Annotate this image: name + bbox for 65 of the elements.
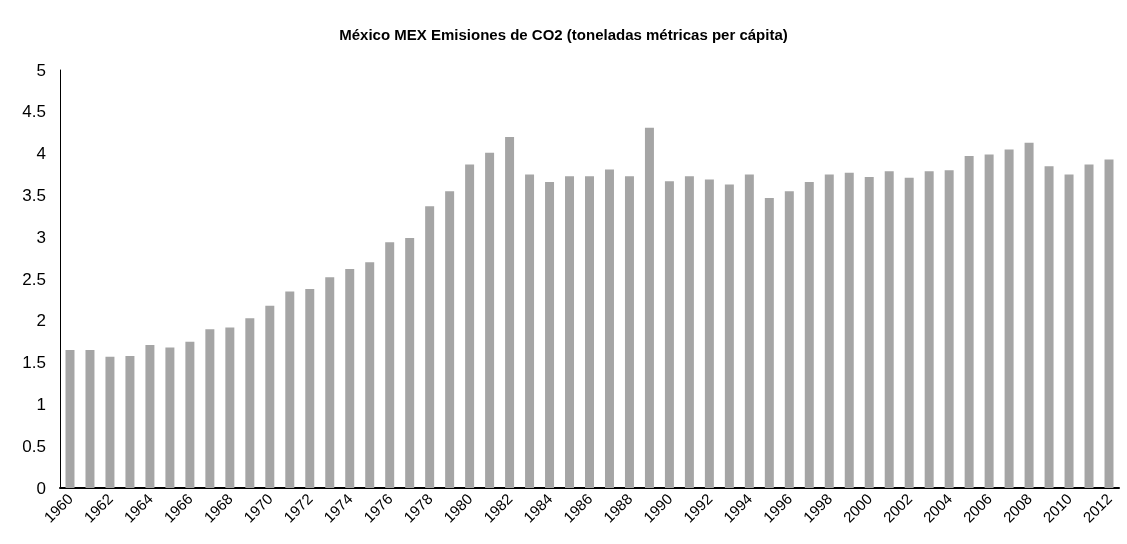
bar bbox=[405, 238, 415, 488]
bar bbox=[1084, 164, 1094, 488]
bar bbox=[465, 164, 475, 488]
bar bbox=[65, 350, 75, 488]
bar bbox=[525, 174, 535, 488]
bar bbox=[924, 171, 934, 488]
bar bbox=[964, 156, 974, 488]
bar bbox=[305, 289, 315, 488]
bar bbox=[984, 154, 994, 488]
bar bbox=[864, 177, 874, 488]
y-tick-label: 0 bbox=[36, 478, 46, 498]
bar bbox=[445, 191, 455, 488]
bar bbox=[944, 170, 954, 488]
bar bbox=[624, 176, 634, 488]
y-tick-label: 5 bbox=[36, 60, 46, 80]
y-tick-label: 4 bbox=[36, 144, 46, 164]
bar bbox=[385, 242, 395, 488]
bar bbox=[425, 206, 435, 488]
bar bbox=[844, 172, 854, 488]
bar bbox=[784, 191, 794, 488]
bar bbox=[684, 176, 694, 488]
bar bbox=[125, 355, 135, 488]
bar bbox=[804, 182, 814, 488]
chart-title: México MEX Emisiones de CO2 (toneladas métricas per cápita) bbox=[339, 26, 788, 43]
bar bbox=[365, 262, 375, 488]
bar bbox=[145, 345, 155, 488]
bar bbox=[485, 152, 495, 488]
bar bbox=[285, 291, 295, 488]
bar bbox=[505, 136, 515, 488]
bar bbox=[245, 318, 255, 488]
bar bbox=[1104, 159, 1114, 488]
bar bbox=[105, 356, 115, 488]
y-tick-label: 3 bbox=[36, 227, 46, 247]
y-tick-label: 1 bbox=[36, 394, 46, 414]
bar bbox=[824, 174, 834, 488]
bar bbox=[884, 171, 894, 488]
bar bbox=[604, 169, 614, 488]
y-tick-label: 0.5 bbox=[22, 436, 46, 456]
bar bbox=[1064, 174, 1074, 488]
bar bbox=[724, 184, 734, 488]
bar bbox=[205, 329, 215, 488]
bar bbox=[904, 177, 914, 488]
bar bbox=[565, 176, 575, 488]
bar bbox=[185, 341, 195, 488]
bar bbox=[225, 327, 235, 488]
bar bbox=[744, 174, 754, 488]
bar bbox=[704, 179, 714, 488]
bar bbox=[265, 305, 275, 488]
bar bbox=[644, 127, 654, 488]
bar bbox=[165, 347, 175, 488]
y-tick-label: 2 bbox=[36, 311, 46, 331]
bar bbox=[325, 277, 335, 488]
bar bbox=[545, 182, 555, 488]
bar bbox=[585, 176, 594, 488]
y-tick-label: 4.5 bbox=[22, 102, 46, 122]
bar bbox=[1044, 166, 1054, 488]
y-tick-label: 2.5 bbox=[22, 269, 46, 289]
bar bbox=[345, 268, 355, 488]
bar bbox=[1004, 149, 1014, 488]
bar bbox=[1024, 142, 1034, 488]
bar bbox=[764, 197, 774, 488]
bar bbox=[664, 181, 674, 488]
y-tick-label: 1.5 bbox=[22, 353, 46, 373]
y-tick-label: 3.5 bbox=[22, 185, 46, 205]
bar bbox=[85, 350, 95, 488]
